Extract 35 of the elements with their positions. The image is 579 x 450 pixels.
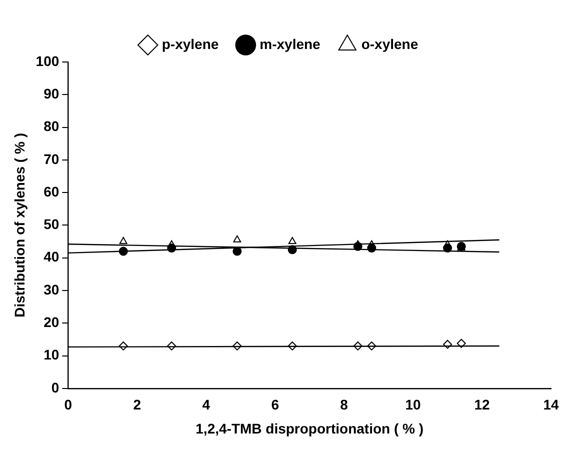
point (443, 340, 452, 349)
y-tick-label: 70 (44, 150, 60, 167)
point (119, 237, 128, 244)
y-tick-label: 90 (44, 86, 60, 102)
x-tick-label: 8 (340, 396, 348, 413)
point (288, 237, 296, 244)
x-tick-label: 12 (474, 396, 490, 413)
legend-label: m-xylene (260, 36, 321, 52)
point (288, 341, 297, 350)
point (233, 235, 242, 242)
y-tick-label: 100 (36, 52, 60, 69)
point (167, 341, 176, 350)
y-tick-label: 20 (44, 314, 60, 330)
x-tick-label: 0 (64, 396, 72, 413)
point (456, 338, 466, 348)
x-tick-label: 6 (271, 396, 280, 413)
point (232, 341, 242, 350)
x-tick-label: 2 (133, 396, 142, 413)
x-tick-label: 10 (405, 396, 422, 413)
point (353, 341, 362, 350)
legend-label: p-xylene (162, 36, 219, 52)
y-tick-label: 50 (44, 216, 60, 232)
y-axis-title: Distribution of xylenes ( % ) (11, 133, 28, 318)
y-tick-label: 60 (44, 183, 60, 200)
y-tick-label: 30 (44, 281, 60, 298)
y-tick-label: 0 (51, 379, 60, 396)
y-tick-label: 40 (44, 248, 60, 265)
point (118, 341, 128, 350)
y-tick-label: 80 (44, 118, 60, 134)
x-tick-label: 4 (202, 396, 210, 413)
x-axis-title: 1,2,4-TMB disproportionation ( % ) (196, 420, 424, 436)
point (367, 341, 376, 350)
legend-label: o-xylene (361, 36, 418, 52)
x-tick-label: 14 (543, 396, 559, 413)
y-tick-label: 10 (44, 346, 60, 363)
